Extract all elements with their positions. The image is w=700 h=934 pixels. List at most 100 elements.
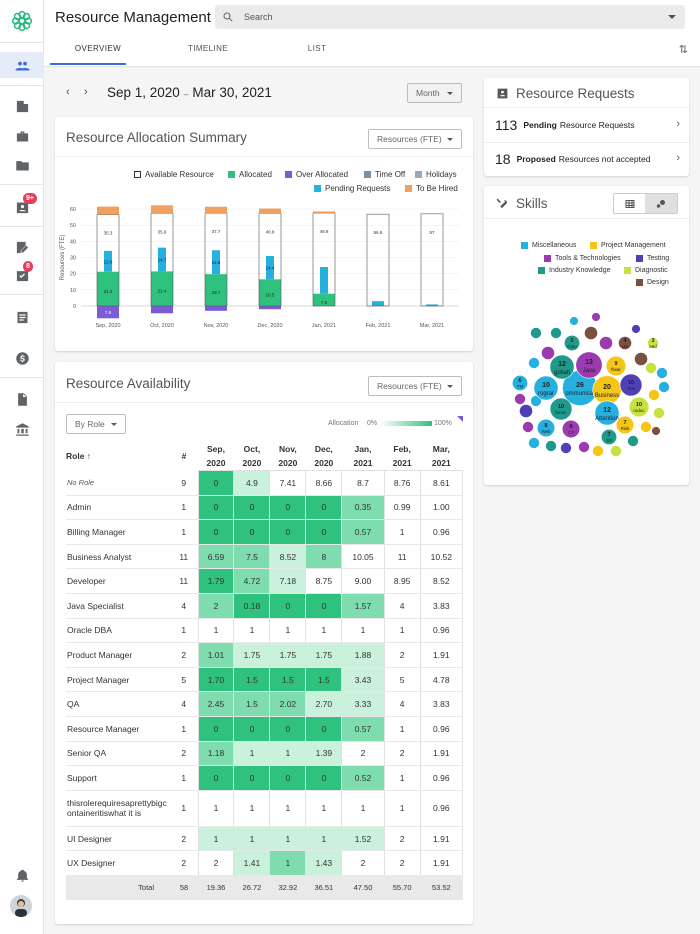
availability-cell[interactable]: 3.43 [341, 666, 385, 693]
availability-cell[interactable]: 2.70 [305, 691, 343, 717]
skill-bubble[interactable] [560, 442, 572, 454]
availability-cell[interactable]: 0.96 [419, 519, 464, 545]
group-by-select[interactable]: By Role [66, 414, 126, 434]
skill-bubble[interactable] [658, 381, 670, 393]
availability-cell[interactable]: 0 [269, 519, 307, 545]
nav-billing[interactable] [0, 345, 44, 371]
availability-cell[interactable]: 1.01 [197, 642, 235, 668]
availability-cell[interactable]: 9.00 [341, 568, 385, 594]
availability-cell[interactable]: 1 [383, 765, 421, 791]
skill-bubble[interactable] [592, 445, 604, 457]
skill-bubble[interactable] [528, 357, 540, 369]
tab-timeline[interactable]: TIMELINE [187, 44, 229, 53]
availability-cell[interactable]: 1.88 [341, 642, 385, 668]
bar-allocated[interactable] [97, 271, 119, 306]
availability-cell[interactable]: 0 [233, 765, 271, 791]
skill-bubble[interactable] [519, 404, 533, 418]
bar-pending-requests[interactable] [212, 250, 220, 275]
skill-bubble[interactable] [545, 440, 557, 452]
availability-cell[interactable]: 1.43 [305, 850, 343, 876]
bar-pending-requests[interactable] [158, 247, 166, 272]
nav-timesheets[interactable] [0, 234, 44, 260]
availability-cell[interactable]: 1 [197, 825, 235, 852]
bar-pending-requests[interactable] [372, 301, 384, 306]
availability-cell[interactable]: 1 [305, 617, 343, 644]
availability-cell[interactable]: 0 [305, 519, 343, 545]
availability-cell[interactable]: 8.75 [305, 568, 343, 594]
skill-bubble[interactable] [533, 375, 559, 401]
bar-to-be-hired[interactable] [313, 211, 335, 214]
tab-overview[interactable]: OVERVIEW [74, 44, 122, 53]
availability-cell[interactable]: 1 [269, 740, 307, 767]
skill-bubble[interactable] [578, 441, 590, 453]
availability-cell[interactable]: 0.57 [341, 519, 385, 545]
skill-bubble[interactable] [564, 334, 581, 351]
availability-cell[interactable]: 1.5 [233, 666, 271, 693]
availability-cell[interactable]: 1 [269, 850, 307, 876]
availability-cell[interactable]: 2 [197, 592, 235, 619]
proposed-requests-row[interactable]: 18 Proposed Resources not accepted › [484, 142, 689, 176]
bar-available-resource[interactable] [204, 212, 228, 307]
availability-cell[interactable]: 2 [197, 850, 235, 876]
availability-cell[interactable]: 0.57 [341, 715, 385, 742]
availability-cell[interactable]: 10.52 [419, 543, 464, 570]
availability-cell[interactable]: 8.95 [383, 568, 421, 594]
availability-cell[interactable]: 5 [383, 666, 421, 693]
availability-cell[interactable]: 1 [383, 715, 421, 742]
availability-cell[interactable]: 8 [305, 543, 343, 570]
availability-cell[interactable]: 2 [383, 850, 421, 876]
availability-cell[interactable]: 1.18 [197, 740, 235, 767]
bar-pending-requests[interactable] [426, 304, 438, 306]
skill-bubble[interactable] [561, 419, 581, 439]
bar-available-resource[interactable] [258, 213, 282, 307]
skill-bubble[interactable] [536, 418, 556, 438]
availability-cell[interactable]: 1 [233, 617, 271, 644]
availability-cell[interactable]: 1 [269, 789, 307, 827]
bar-to-be-hired[interactable] [97, 206, 119, 215]
nav-institution[interactable] [0, 416, 44, 442]
bar-allocated[interactable] [151, 271, 173, 306]
availability-cell[interactable]: 8.52 [269, 543, 307, 570]
availability-cell[interactable]: 4 [383, 592, 421, 619]
availability-cell[interactable]: 7.5 [233, 543, 271, 570]
skill-bubble[interactable] [599, 336, 613, 350]
bar-over-allocated[interactable] [205, 306, 227, 311]
availability-cell[interactable]: 1.5 [233, 691, 271, 717]
availability-cell[interactable]: 0 [233, 519, 271, 545]
availability-cell[interactable]: 0 [197, 494, 235, 521]
availability-cell[interactable]: 1 [383, 519, 421, 545]
availability-cell[interactable]: 2 [383, 825, 421, 852]
availability-cell[interactable]: 0.96 [419, 765, 464, 791]
availability-cell[interactable]: 0 [269, 592, 307, 619]
nav-projects[interactable] [0, 123, 44, 149]
availability-cell[interactable]: 2 [383, 642, 421, 668]
availability-cell[interactable]: 1 [269, 825, 307, 852]
skill-bubble[interactable] [628, 396, 650, 418]
skill-bubble[interactable] [569, 316, 579, 326]
availability-cell[interactable]: 1.00 [419, 494, 464, 521]
availability-cell[interactable]: 1.75 [269, 642, 307, 668]
skill-bubble[interactable] [647, 337, 659, 349]
skill-bubble[interactable] [640, 421, 652, 433]
availability-cell[interactable]: 0 [305, 765, 343, 791]
skill-bubble[interactable] [594, 400, 620, 426]
availability-cell[interactable]: 1.39 [305, 740, 343, 767]
availability-cell[interactable]: 4.78 [419, 666, 464, 693]
availability-cell[interactable]: 4 [383, 691, 421, 717]
skill-bubble[interactable] [610, 445, 622, 457]
bar-pending-requests[interactable] [320, 267, 328, 294]
skill-bubble[interactable] [575, 351, 603, 379]
skill-bubble[interactable] [634, 352, 648, 366]
nav-folders[interactable] [0, 152, 44, 178]
skill-bubble[interactable] [530, 395, 542, 407]
availability-cell[interactable]: 1 [305, 789, 343, 827]
nav-reports[interactable] [0, 304, 44, 330]
availability-cell[interactable]: 6.59 [197, 543, 235, 570]
availability-cell[interactable]: 1 [269, 617, 307, 644]
availability-cell[interactable]: 8.61 [419, 470, 464, 496]
availability-cell[interactable]: 0.96 [419, 789, 464, 827]
availability-cell[interactable]: 3.83 [419, 691, 464, 717]
availability-cell[interactable]: 0.96 [419, 617, 464, 644]
nav-people[interactable] [0, 52, 44, 78]
availability-cell[interactable]: 1.41 [233, 850, 271, 876]
